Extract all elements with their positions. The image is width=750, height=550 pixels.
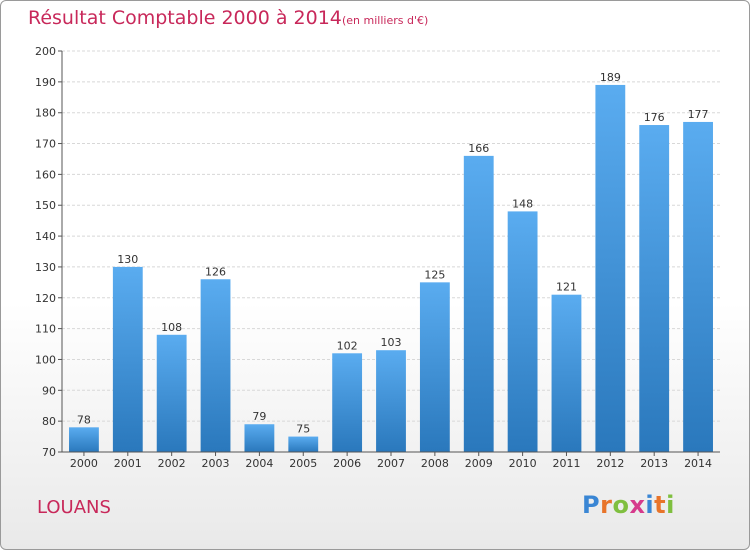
- x-tick-label: 2010: [509, 457, 537, 470]
- bar: [595, 84, 626, 452]
- logo-letter: x: [629, 491, 646, 519]
- y-tick-label: 190: [35, 76, 56, 89]
- bar: [551, 294, 582, 452]
- x-tick-label: 2000: [70, 457, 98, 470]
- bar-value-label: 75: [296, 423, 310, 436]
- bar-value-label: 121: [556, 281, 577, 294]
- y-tick-label: 90: [42, 384, 56, 397]
- y-tick-label: 160: [35, 168, 56, 181]
- bar: [244, 424, 275, 452]
- proxiti-logo[interactable]: Proxiti: [582, 491, 675, 519]
- x-tick-label: 2014: [684, 457, 712, 470]
- bar: [69, 427, 99, 452]
- bar-value-label: 148: [512, 197, 533, 210]
- bar-value-label: 103: [381, 336, 402, 349]
- x-tick-label: 2006: [333, 457, 361, 470]
- bar: [156, 334, 187, 452]
- x-tick-label: 2011: [552, 457, 580, 470]
- y-tick-label: 200: [35, 45, 56, 58]
- place-name: LOUANS: [37, 497, 111, 518]
- x-tick-label: 2012: [596, 457, 624, 470]
- bar-value-label: 79: [252, 410, 266, 423]
- x-tick-label: 2003: [202, 457, 230, 470]
- bar: [419, 282, 450, 452]
- y-tick-label: 70: [42, 446, 56, 459]
- x-tick-label: 2009: [465, 457, 493, 470]
- bar-value-label: 126: [205, 265, 226, 278]
- y-tick-label: 120: [35, 292, 56, 305]
- logo-letter: r: [600, 491, 613, 519]
- y-tick-label: 170: [35, 138, 56, 151]
- bar-value-label: 177: [688, 108, 709, 121]
- x-tick-label: 2005: [289, 457, 317, 470]
- chart-title: Résultat Comptable 2000 à 2014: [28, 7, 342, 29]
- y-tick-label: 140: [35, 230, 56, 243]
- bar: [463, 155, 494, 452]
- x-tick-label: 2008: [421, 457, 449, 470]
- y-tick-label: 180: [35, 107, 56, 120]
- bar: [683, 121, 713, 452]
- logo-letter: t: [654, 491, 667, 519]
- logo-letter: i: [666, 491, 675, 519]
- bar-value-label: 125: [424, 268, 445, 281]
- y-tick-label: 150: [35, 199, 56, 212]
- x-tick-label: 2007: [377, 457, 405, 470]
- bar-value-label: 78: [77, 413, 91, 426]
- bar-value-label: 130: [117, 253, 138, 266]
- y-tick-label: 80: [42, 415, 56, 428]
- bar: [376, 350, 406, 452]
- bar: [507, 211, 538, 452]
- logo-letter: i: [645, 491, 655, 519]
- bar-value-label: 166: [468, 142, 489, 155]
- y-tick-label: 130: [35, 261, 56, 274]
- bar-value-label: 102: [337, 339, 358, 352]
- axes: 7080901001101201301401501601701801902002…: [35, 45, 720, 470]
- bar: [112, 266, 143, 452]
- bar: [332, 353, 363, 452]
- x-tick-label: 2004: [245, 457, 273, 470]
- bar: [200, 279, 231, 452]
- y-tick-label: 100: [35, 353, 56, 366]
- bar: [639, 125, 670, 453]
- bar: [288, 436, 319, 452]
- bar-value-label: 189: [600, 71, 621, 84]
- bars: 78 130 108 126 79 75 102 103 125 166 148 121 189 176 1…: [69, 71, 713, 453]
- x-tick-label: 2001: [114, 457, 142, 470]
- chart-subtitle: (en milliers d'€): [342, 14, 429, 27]
- x-tick-label: 2013: [640, 457, 668, 470]
- logo-letter: o: [612, 491, 630, 519]
- bar-value-label: 176: [644, 111, 665, 124]
- x-tick-label: 2002: [158, 457, 186, 470]
- bar-value-label: 108: [161, 321, 182, 334]
- y-tick-label: 110: [35, 323, 56, 336]
- logo-letter: P: [582, 491, 601, 519]
